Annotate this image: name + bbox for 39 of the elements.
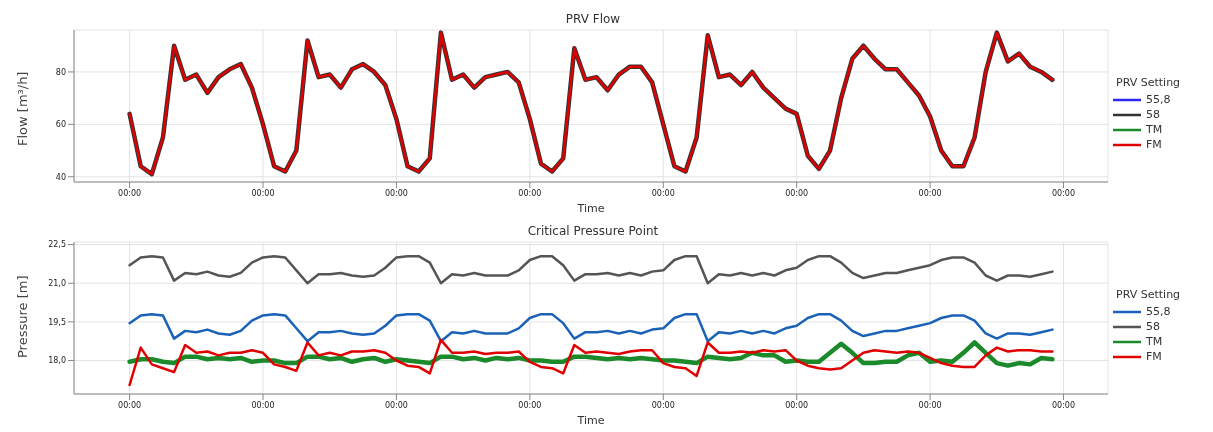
y-tick-label: 40 bbox=[55, 172, 66, 182]
chart-title: PRV Flow bbox=[564, 12, 622, 26]
x-tick-label: 00:00 bbox=[918, 188, 942, 198]
x-tick-label: 00:00 bbox=[384, 400, 408, 410]
legend-title: PRV Setting bbox=[1115, 288, 1182, 301]
y-tick-label: 21,0 bbox=[48, 279, 66, 289]
x-tick-label: 00:00 bbox=[518, 400, 542, 410]
chart-title: Critical Pressure Point bbox=[526, 224, 660, 238]
y-tick-label: 18,0 bbox=[48, 356, 66, 366]
legend-label: TM bbox=[1146, 123, 1163, 136]
x-tick-label: 00:00 bbox=[785, 188, 809, 198]
y-axis-title: Pressure [m] bbox=[14, 275, 30, 358]
y-axis-title: Flow [m³/h] bbox=[14, 71, 30, 146]
legend-label: FM bbox=[1146, 138, 1162, 151]
x-tick-label: 00:00 bbox=[1052, 188, 1076, 198]
legend-label: 55,8 bbox=[1146, 305, 1171, 318]
legend-label: TM bbox=[1146, 335, 1163, 348]
y-tick-label: 19,5 bbox=[48, 317, 66, 327]
x-axis-title: Time bbox=[576, 202, 605, 215]
x-tick-label: 00:00 bbox=[518, 188, 542, 198]
y-tick-label: 80 bbox=[55, 67, 66, 77]
x-tick-label: 00:00 bbox=[1052, 400, 1076, 410]
x-axis-title: Time bbox=[576, 414, 605, 427]
legend-title: PRV Setting bbox=[1115, 76, 1182, 89]
x-tick-label: 00:00 bbox=[651, 188, 675, 198]
x-tick-label: 00:00 bbox=[118, 188, 142, 198]
x-tick-label: 00:00 bbox=[651, 400, 675, 410]
x-tick-label: 00:00 bbox=[251, 400, 275, 410]
x-tick-label: 00:00 bbox=[251, 188, 275, 198]
legend-label: 58 bbox=[1146, 320, 1160, 333]
x-tick-label: 00:00 bbox=[785, 400, 809, 410]
y-tick-label: 22,5 bbox=[48, 240, 66, 250]
x-tick-label: 00:00 bbox=[918, 400, 942, 410]
x-tick-label: 00:00 bbox=[384, 188, 408, 198]
legend-label: 55,8 bbox=[1146, 93, 1171, 106]
legend-label: FM bbox=[1146, 350, 1162, 363]
x-tick-label: 00:00 bbox=[118, 400, 142, 410]
y-tick-label: 60 bbox=[55, 120, 66, 130]
legend-label: 58 bbox=[1146, 108, 1160, 121]
